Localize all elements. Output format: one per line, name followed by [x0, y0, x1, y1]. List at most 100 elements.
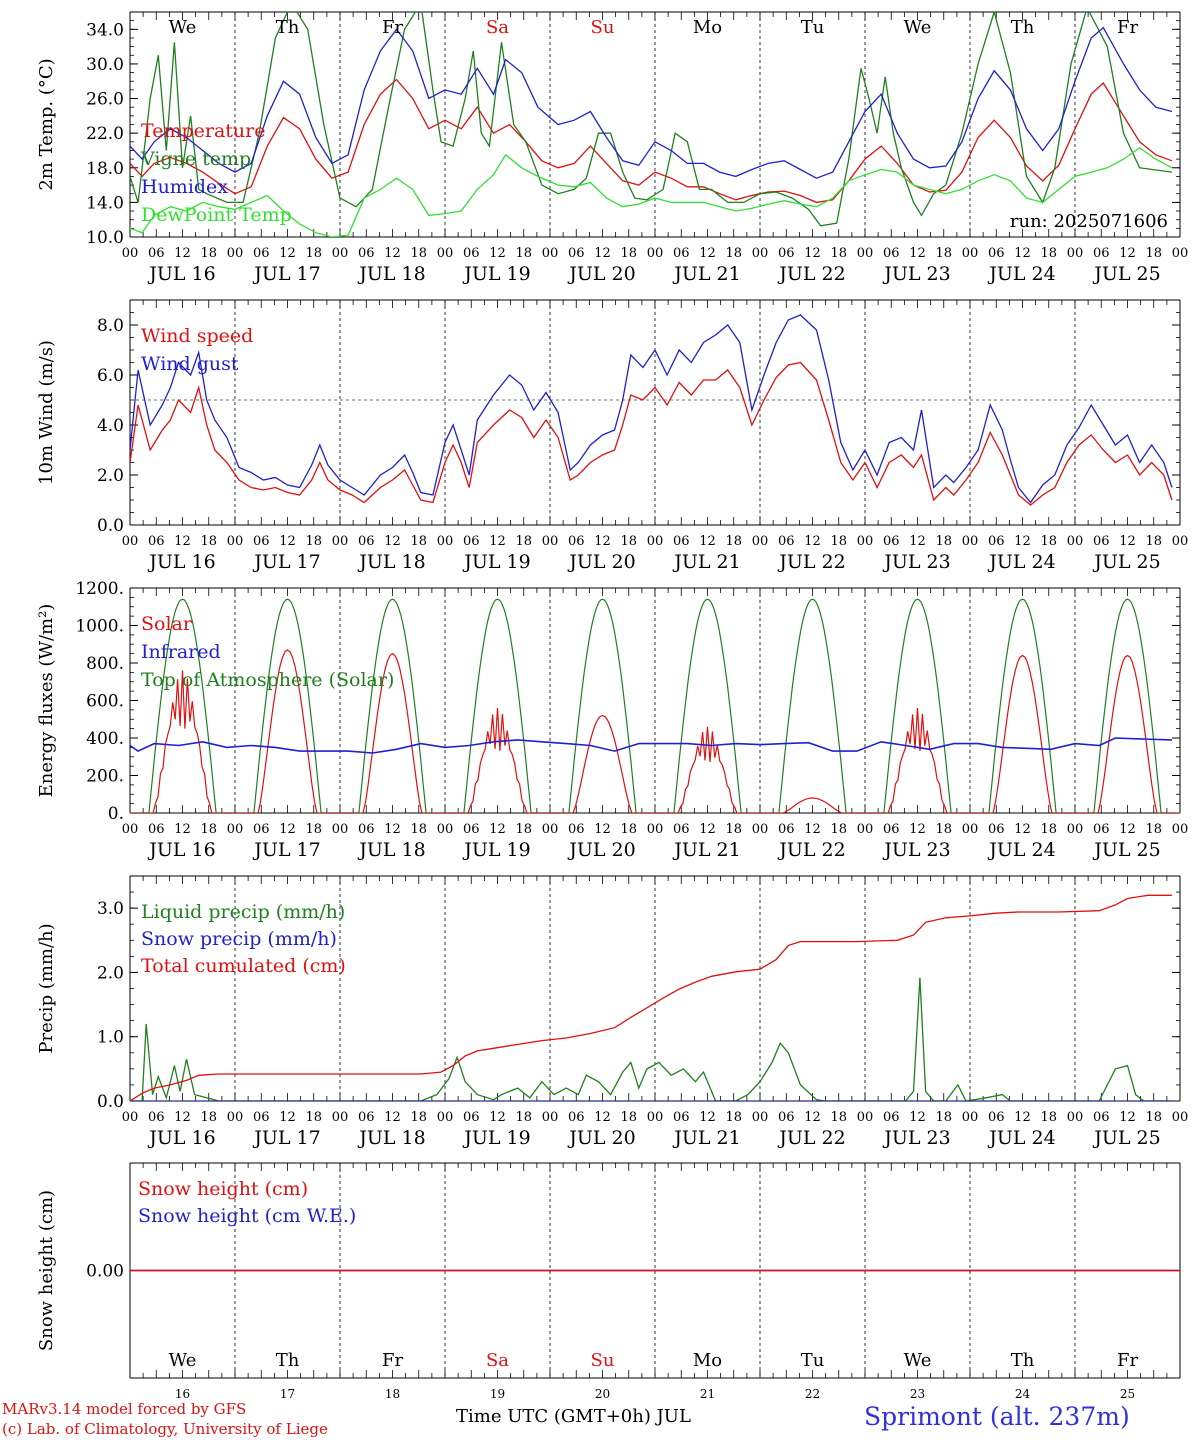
hour-label: 00 — [857, 246, 874, 261]
hour-label: 12 — [594, 246, 611, 261]
date-label: JUL 24 — [987, 551, 1055, 573]
hour-label: 12 — [279, 534, 296, 549]
weekday-label-bottom: Mo — [693, 1350, 722, 1371]
hour-label: 06 — [568, 246, 585, 261]
day-number: 17 — [280, 1387, 295, 1401]
hour-label: 12 — [594, 534, 611, 549]
weekday-label: Fr — [382, 17, 403, 38]
y-tick-label: 0.0 — [97, 516, 124, 536]
hour-label: 00 — [227, 246, 244, 261]
hour-label: 18 — [200, 534, 217, 549]
hour-label: 00 — [962, 246, 979, 261]
hour-label: 18 — [515, 1110, 532, 1125]
date-label: JUL 24 — [987, 839, 1055, 861]
day-number: 22 — [805, 1387, 820, 1401]
legend-liquid-precip-mm-h-: Liquid precip (mm/h) — [141, 901, 345, 923]
precip-series-line — [130, 894, 1172, 1101]
hour-label: 00 — [647, 246, 664, 261]
hour-label: 12 — [699, 822, 716, 837]
hour-label: 06 — [778, 822, 795, 837]
weekday-label: Tu — [801, 17, 825, 38]
hour-label: 06 — [988, 534, 1005, 549]
date-label: JUL 17 — [252, 263, 320, 285]
hour-label: 06 — [253, 246, 270, 261]
date-label: JUL 24 — [987, 263, 1055, 285]
date-label: JUL 17 — [252, 839, 320, 861]
hour-label: 12 — [384, 534, 401, 549]
hour-label: 00 — [857, 1110, 874, 1125]
hour-label: 18 — [935, 534, 952, 549]
hour-label: 06 — [148, 1110, 165, 1125]
hour-label: 00 — [647, 534, 664, 549]
hour-label: 18 — [935, 246, 952, 261]
hour-label: 12 — [279, 822, 296, 837]
hour-label: 06 — [568, 534, 585, 549]
hour-label: 00 — [227, 1110, 244, 1125]
hour-label: 06 — [463, 822, 480, 837]
hour-label: 12 — [1119, 822, 1136, 837]
hour-label: 18 — [725, 534, 742, 549]
date-label: JUL 21 — [672, 551, 740, 573]
hour-label: 00 — [962, 534, 979, 549]
hour-label: 06 — [358, 822, 375, 837]
date-label: JUL 19 — [462, 551, 530, 573]
date-label: JUL 20 — [567, 1127, 635, 1149]
y-tick-label: 0. — [108, 804, 124, 824]
hour-label: 00 — [752, 246, 769, 261]
hour-label: 12 — [279, 1110, 296, 1125]
date-label: JUL 23 — [882, 263, 950, 285]
y-tick-label: 0.0 — [97, 1092, 124, 1112]
hour-label: 18 — [725, 246, 742, 261]
hour-label: 12 — [489, 246, 506, 261]
y-tick-label: 6.0 — [97, 366, 124, 386]
date-label: JUL 17 — [252, 551, 320, 573]
hour-label: 00 — [437, 1110, 454, 1125]
snow-y-axis-title: Snow height (cm) — [36, 1190, 57, 1351]
hour-label: 18 — [830, 822, 847, 837]
x-axis-title: Time UTC (GMT+0h) JUL — [456, 1406, 691, 1427]
hour-label: 00 — [332, 822, 349, 837]
day-number: 23 — [910, 1387, 925, 1401]
hour-label: 12 — [804, 822, 821, 837]
precip-series-line — [130, 977, 1172, 1101]
hour-label: 00 — [122, 246, 139, 261]
wind-series-line — [130, 361, 1173, 506]
hour-label: 00 — [542, 246, 559, 261]
hour-label: 12 — [384, 246, 401, 261]
weekday-label-bottom: Tu — [801, 1350, 825, 1371]
y-tick-label: 22.0 — [86, 124, 124, 144]
hour-label: 00 — [332, 246, 349, 261]
hour-label: 12 — [699, 534, 716, 549]
date-label: JUL 22 — [777, 551, 845, 573]
hour-label: 06 — [253, 1110, 270, 1125]
y-tick-label: 1000. — [75, 617, 124, 637]
location-label: Sprimont (alt. 237m) — [864, 1402, 1130, 1431]
hour-label: 12 — [804, 1110, 821, 1125]
hour-label: 12 — [174, 822, 191, 837]
legend-snow-height-cm-w-e-: Snow height (cm W.E.) — [138, 1205, 356, 1227]
hour-label: 18 — [410, 534, 427, 549]
weekday-label-bottom: Sa — [486, 1350, 509, 1371]
hour-label: 18 — [1145, 822, 1162, 837]
hour-label: 00 — [1172, 246, 1189, 261]
legend-total-cumulated-cm-: Total cumulated (cm) — [141, 955, 346, 977]
hour-label: 18 — [830, 246, 847, 261]
y-tick-label: 600. — [86, 692, 124, 712]
hour-label: 12 — [174, 1110, 191, 1125]
weekday-label-bottom: Fr — [1117, 1350, 1138, 1371]
infrared-line — [130, 737, 1172, 754]
flux-y-axis-title: Energy fluxes (W/m²) — [36, 604, 57, 798]
y-tick-label: 34.0 — [86, 20, 124, 40]
hour-label: 18 — [620, 534, 637, 549]
y-tick-label: 200. — [86, 767, 124, 787]
precip-y-axis-title: Precip (mm/h) — [36, 923, 57, 1053]
weekday-label-bottom: We — [169, 1350, 197, 1371]
legend-infrared: Infrared — [141, 641, 221, 663]
date-label: JUL 21 — [672, 839, 740, 861]
hour-label: 06 — [253, 534, 270, 549]
hour-label: 18 — [830, 1110, 847, 1125]
y-tick-label: 18.0 — [86, 159, 124, 179]
hour-label: 12 — [174, 246, 191, 261]
weekday-label: Th — [1011, 17, 1035, 38]
y-tick-label: 26.0 — [86, 90, 124, 110]
